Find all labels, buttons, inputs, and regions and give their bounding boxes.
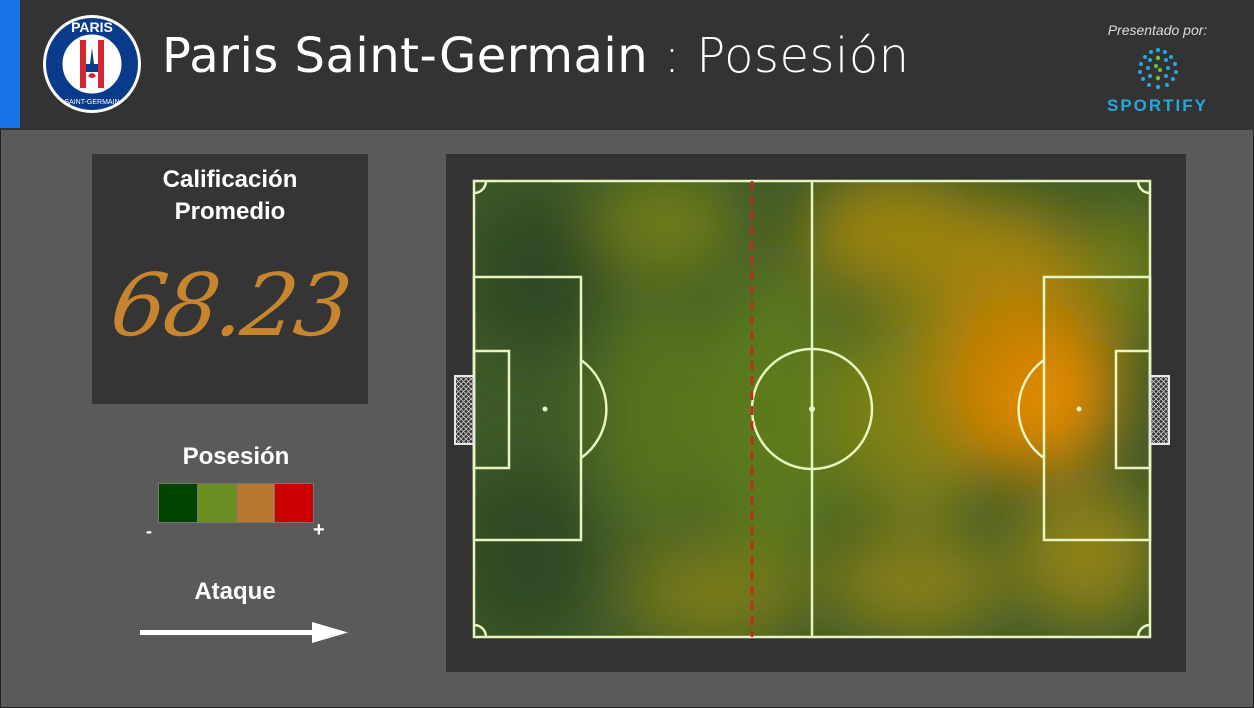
legend-swatch-2: [197, 484, 237, 522]
rating-value: 68.23: [104, 256, 356, 356]
sponsor-label: Presentado por:: [1107, 22, 1208, 38]
legend-min-label: -: [146, 521, 152, 541]
legend-color-scale: [158, 483, 314, 523]
title-metric: Posesión: [696, 28, 910, 84]
left-penalty-spot: [542, 406, 548, 412]
header-accent: [0, 0, 20, 128]
sponsor-name: SPORTIFY: [1106, 96, 1208, 115]
rating-title: Calificación Promedio: [92, 164, 368, 228]
attack-label: Ataque: [194, 578, 276, 605]
corner-arc-tr: [1136, 180, 1151, 195]
logo-bottom-text: SAINT-GERMAIN: [64, 99, 119, 106]
rating-card: Calificación Promedio 68.23: [92, 154, 368, 404]
corner-arc-tl: [473, 180, 488, 195]
legend-swatch-4: [275, 484, 313, 522]
possession-heatmap: [454, 179, 1170, 639]
corner-arc-bl: [473, 623, 488, 638]
pitch-panel: [446, 154, 1186, 672]
centre-spot: [809, 406, 815, 412]
right-penalty-arc: [1017, 358, 1045, 460]
right-goal: [1149, 375, 1170, 445]
logo-top-text: PARIS: [71, 19, 113, 35]
legend-swatch-3: [236, 484, 276, 522]
title-separator: :: [663, 28, 681, 84]
corner-arc-br: [1136, 623, 1151, 638]
legend-swatch-1: [159, 484, 198, 522]
title-team: Paris Saint-Germain: [162, 28, 649, 84]
header-bar: PARIS SAINT-GERMAIN Paris Saint-Germain …: [0, 0, 1254, 130]
page-title: Paris Saint-Germain : Posesión: [162, 28, 910, 84]
legend-max-label: +: [313, 519, 325, 541]
rating-title-line1: Calificación: [162, 166, 298, 193]
right-penalty-spot: [1076, 406, 1082, 412]
rating-title-line2: Promedio: [174, 198, 286, 225]
sportify-globe-icon: [1138, 47, 1178, 90]
psg-crest-icon: PARIS SAINT-GERMAIN: [43, 15, 141, 113]
left-penalty-arc: [580, 358, 608, 460]
left-goal: [454, 375, 475, 445]
legend-title: Posesión: [182, 443, 290, 470]
arrow-right-icon: [140, 622, 348, 643]
